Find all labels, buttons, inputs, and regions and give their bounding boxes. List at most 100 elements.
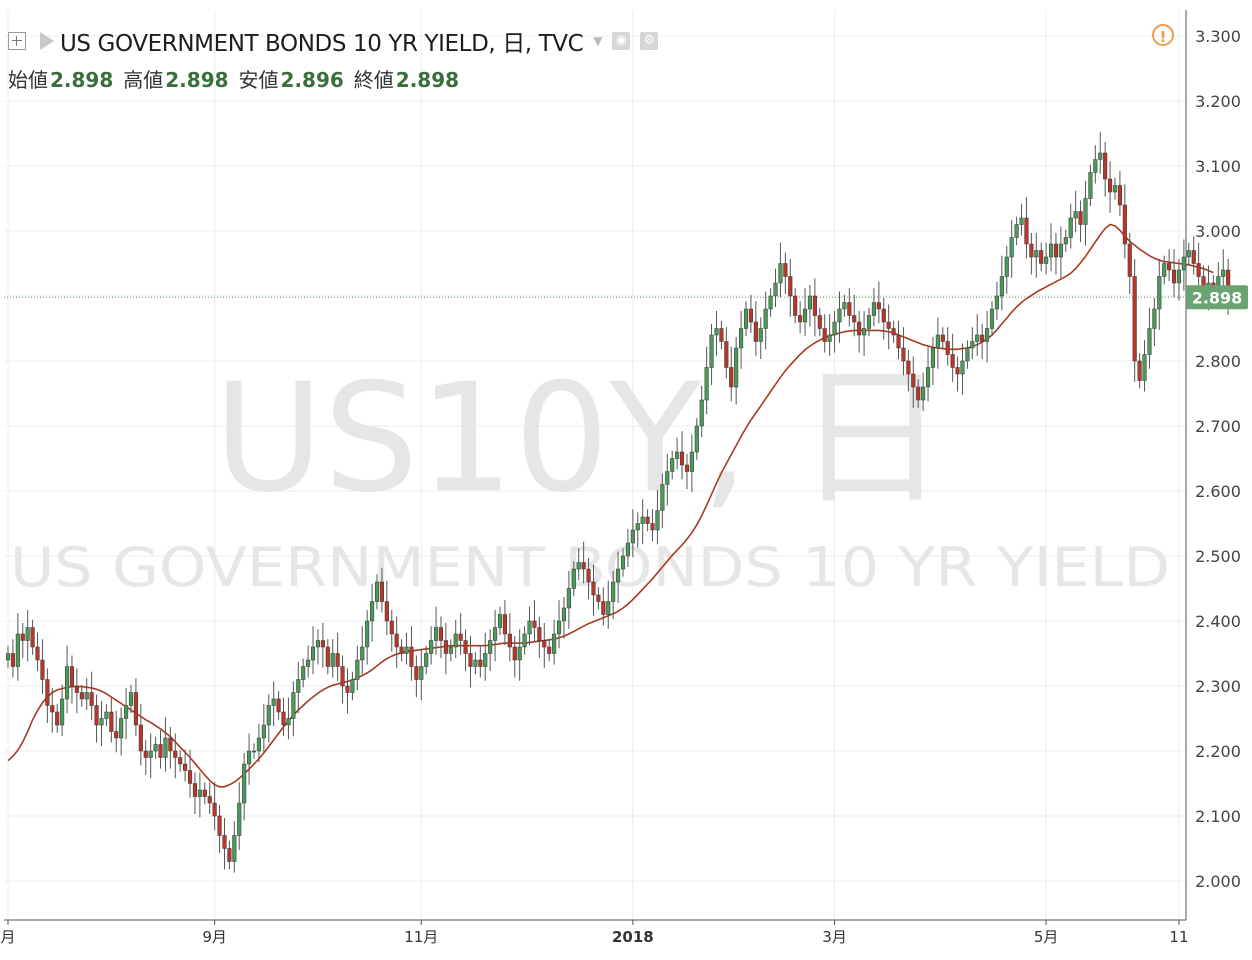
candle [286, 697, 291, 740]
candle [335, 632, 340, 681]
candle-body [768, 295, 773, 310]
candle [222, 817, 227, 870]
eye-icon[interactable]: ◉ [612, 32, 631, 50]
candle-body [876, 302, 881, 310]
candle [1078, 200, 1083, 243]
candle-body [517, 646, 522, 661]
y-tick-label: 2.800 [1195, 352, 1241, 371]
candle [930, 336, 936, 386]
candle [739, 310, 744, 369]
candle-body [109, 711, 114, 732]
candle [20, 622, 25, 659]
y-tick-label: 3.100 [1195, 157, 1241, 176]
candle [64, 645, 70, 714]
last-price-value: 2.898 [1192, 288, 1243, 307]
candle-body [704, 367, 709, 401]
candle-body [960, 360, 965, 375]
candle-body [857, 321, 862, 336]
chevron-down-icon[interactable]: ▼ [593, 34, 603, 48]
candle [84, 678, 89, 711]
candle-body [379, 581, 384, 602]
last-price-badge: 2.898 [1186, 285, 1248, 310]
candle [1034, 232, 1039, 278]
candle-body [148, 750, 153, 758]
candle [315, 629, 321, 665]
candle-body [812, 295, 817, 316]
candle-body [409, 646, 414, 667]
candle [94, 694, 99, 743]
y-tick-label: 2.500 [1195, 547, 1241, 566]
candle [187, 749, 193, 798]
candle-body [645, 516, 650, 524]
candle [1117, 171, 1122, 217]
flag-icon [40, 32, 54, 50]
candle [812, 278, 817, 337]
candle-body [1142, 354, 1147, 381]
candle [178, 749, 183, 772]
ohlc-low-label: 安値 [238, 68, 279, 92]
expand-icon[interactable] [8, 32, 26, 50]
candle-body [827, 334, 832, 342]
candle [675, 437, 680, 470]
candle-body [862, 328, 867, 336]
candle [542, 622, 547, 668]
candle-body [1053, 243, 1059, 258]
candle-body [507, 633, 512, 648]
candle-body [143, 750, 148, 758]
candle-body [921, 386, 926, 401]
candle-body [178, 757, 183, 765]
candle-body [429, 640, 434, 654]
candle-body [655, 510, 660, 531]
candle [163, 717, 168, 772]
candle [35, 632, 40, 672]
candle-body [561, 607, 567, 622]
candle [1157, 258, 1162, 330]
candle-body [832, 321, 837, 336]
candle-body [340, 666, 345, 687]
candle-body [866, 315, 872, 329]
candle [763, 291, 768, 350]
candle [458, 613, 463, 655]
candle-body [1162, 263, 1167, 277]
candle-body [1029, 243, 1034, 258]
candle [183, 749, 188, 782]
candle [143, 739, 148, 776]
candle [822, 314, 827, 353]
candle [1073, 190, 1078, 233]
legend-title-row: US GOVERNMENT BONDS 10 YR YIELD, 日, TVC … [8, 24, 659, 58]
candle-body [286, 718, 291, 726]
candle [616, 551, 621, 603]
candle-body [611, 581, 616, 602]
alert-icon[interactable]: ! [1152, 24, 1174, 46]
candle [655, 489, 660, 545]
candle [561, 596, 567, 639]
candle [906, 349, 911, 392]
candle-body [1157, 276, 1162, 310]
candle-body [301, 666, 306, 680]
ohlc-close-label: 終値 [353, 68, 394, 92]
candle [876, 281, 881, 324]
candle-body [84, 692, 89, 700]
candle [232, 821, 237, 873]
candle-body [438, 627, 444, 641]
candle [601, 587, 606, 626]
candle-body [911, 373, 916, 388]
candle [133, 678, 138, 737]
candle [1112, 177, 1118, 200]
candle [1053, 232, 1059, 275]
candle [620, 548, 626, 577]
candle-body [355, 659, 360, 680]
candle-body [419, 666, 424, 680]
candle-body [802, 308, 808, 323]
candle-body [168, 737, 173, 752]
gear-icon[interactable]: ⚙ [640, 32, 659, 50]
grid-layer [4, 10, 1186, 920]
candle-body [153, 744, 158, 752]
candle-body [10, 653, 15, 667]
candle [207, 782, 212, 815]
candle [79, 684, 84, 707]
candle-body [458, 633, 463, 641]
candle [1186, 242, 1191, 265]
